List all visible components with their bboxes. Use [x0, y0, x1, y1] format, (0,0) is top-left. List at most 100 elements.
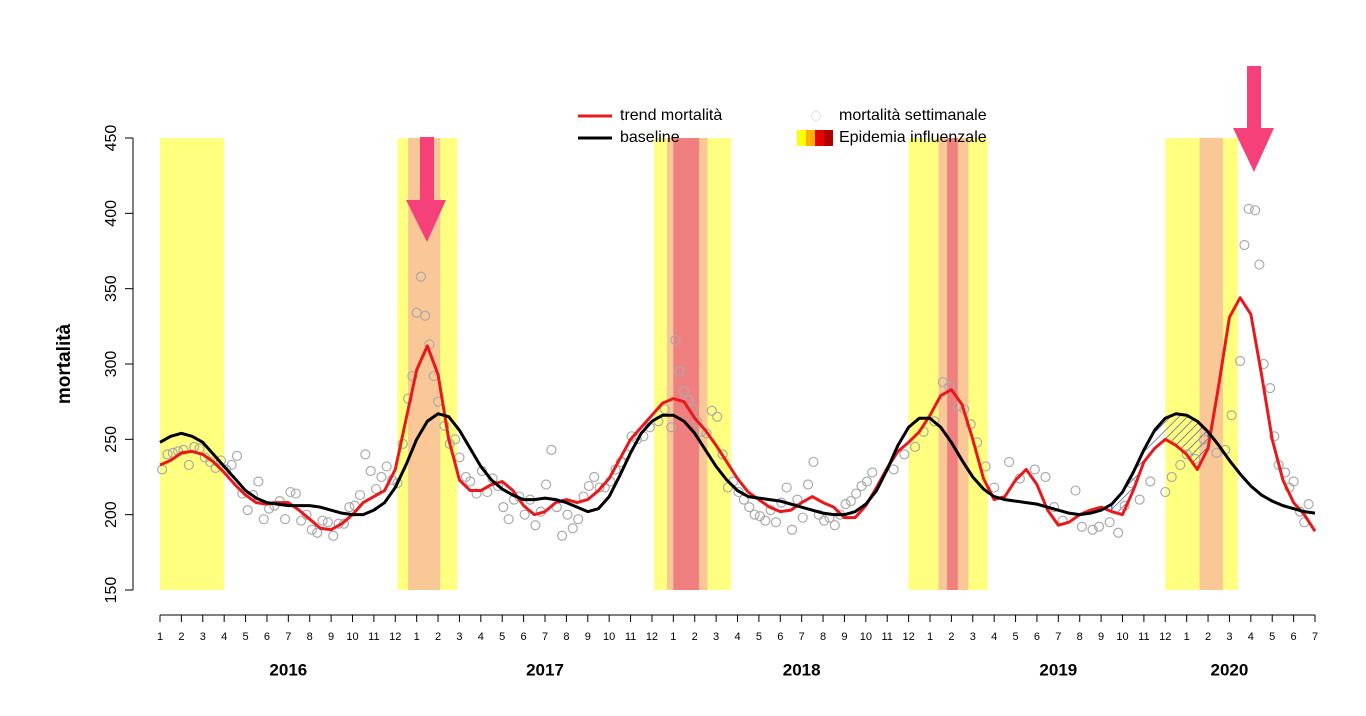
weekly-point: [1104, 517, 1115, 528]
weekly-point: [845, 496, 856, 507]
weekly-point: [370, 483, 382, 495]
arrow: [1233, 66, 1274, 172]
weekly-point: [546, 444, 557, 455]
weekly-point: [1166, 471, 1177, 483]
weekly-point: [290, 488, 301, 499]
weekly-point: [317, 515, 328, 526]
x-tick-label: 3: [456, 631, 462, 643]
y-tick-label: 150: [103, 577, 120, 604]
weekly-point: [701, 428, 712, 439]
x-tick-label: 8: [1077, 631, 1083, 643]
weekly-point: [258, 514, 269, 525]
weekly-point: [365, 465, 376, 477]
weekly-point: [1226, 410, 1237, 421]
weekly-point: [674, 366, 685, 377]
weekly-point: [1040, 471, 1051, 483]
x-tick-label: 6: [264, 631, 270, 643]
epidemic-band: [160, 138, 225, 590]
x-tick-label: 5: [242, 631, 248, 643]
weekly-point: [498, 502, 509, 513]
weekly-point: [1239, 239, 1250, 251]
legend-label: Epidemia influenzale: [839, 129, 987, 146]
x-tick-label: 1: [157, 631, 163, 643]
x-tick-label: 11: [625, 631, 636, 643]
weekly-point: [626, 431, 637, 442]
epidemic-bands: [160, 138, 1238, 590]
weekly-point: [376, 471, 387, 483]
arrow: [406, 137, 446, 242]
weekly-point: [1175, 459, 1186, 471]
year-label: 2017: [526, 660, 564, 679]
weekly-point: [1250, 205, 1261, 216]
x-tick-label: 8: [820, 631, 826, 643]
x-tick-label: 9: [585, 631, 591, 643]
weekly-point: [659, 404, 670, 415]
weekly-point: [678, 386, 690, 397]
x-tick-label: 9: [328, 631, 334, 643]
y-tick-label: 250: [103, 426, 120, 453]
x-tick-label: 1: [670, 631, 676, 643]
weekly-point: [840, 499, 851, 510]
weekly-point: [1113, 527, 1124, 538]
weekly-point: [301, 509, 312, 520]
weekly-point: [1145, 476, 1156, 487]
legend: trend mortalità baseline mortalità settima…: [578, 107, 987, 146]
weekly-point: [328, 530, 339, 541]
y-tick-label: 300: [103, 351, 120, 378]
weekly-point: [573, 514, 584, 525]
y-tick-label: 450: [103, 125, 120, 152]
weekly-point: [666, 422, 677, 433]
legend-swatch: [815, 130, 824, 146]
x-tick-label: 6: [777, 631, 783, 643]
weekly-point: [808, 456, 819, 468]
weekly-point: [829, 520, 840, 531]
weekly-point: [797, 512, 808, 523]
x-tick-label: 7: [542, 631, 548, 643]
weekly-point: [909, 441, 921, 452]
weekly-point: [744, 502, 755, 513]
weekly-point: [381, 461, 392, 472]
epidemic-band: [673, 138, 699, 590]
weekly-point: [1070, 485, 1081, 496]
weekly-point: [781, 482, 792, 493]
weekly-point: [583, 480, 594, 492]
weekly-point: [1254, 259, 1265, 270]
weekly-point: [280, 514, 291, 525]
weekly-point: [162, 449, 173, 460]
trend-line: [159, 412, 1316, 517]
x-tick-label: 7: [1312, 631, 1318, 643]
x-tick-label: 2: [178, 631, 184, 643]
weekly-point: [899, 449, 910, 460]
x-tick-label: 12: [389, 631, 401, 643]
weekly-point: [1243, 203, 1254, 214]
weekly-point: [888, 464, 899, 475]
x-tick-label: 9: [841, 631, 847, 643]
weekly-point: [819, 515, 830, 526]
x-tick-label: 3: [713, 631, 719, 643]
weekly-point: [1076, 521, 1087, 532]
weekly-point: [867, 467, 878, 478]
legend-label: trend mortalità: [620, 107, 722, 124]
weekly-point: [770, 517, 782, 528]
weekly-point: [322, 517, 334, 528]
year-label: 2019: [1039, 660, 1077, 679]
weekly-point: [415, 271, 427, 282]
x-tick-label: 6: [1034, 631, 1040, 643]
weekly-point: [178, 444, 189, 455]
x-tick-label: 2: [948, 631, 954, 643]
x-tick-label: 3: [970, 631, 976, 643]
weekly-point: [706, 405, 717, 416]
year-label: 2020: [1211, 660, 1249, 679]
lines: [159, 296, 1317, 533]
legend-label: baseline: [620, 129, 680, 146]
weekly-point: [1029, 464, 1040, 475]
weekly-point: [503, 514, 514, 525]
x-tick-label: 7: [285, 631, 291, 643]
weekly-point: [567, 523, 578, 534]
weekly-point: [296, 515, 307, 526]
weekly-point: [717, 449, 728, 460]
legend-swatch: [806, 130, 815, 146]
weekly-point: [691, 416, 702, 427]
weekly-point: [557, 530, 568, 541]
